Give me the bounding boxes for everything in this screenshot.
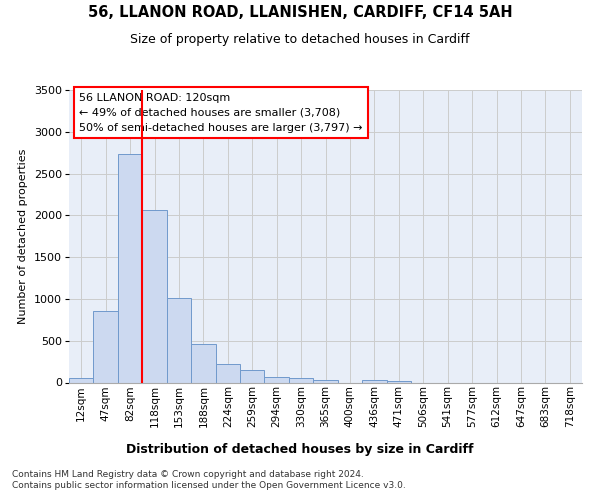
Bar — [362, 380, 386, 382]
Bar — [142, 210, 167, 382]
Text: Contains HM Land Registry data © Crown copyright and database right 2024.: Contains HM Land Registry data © Crown c… — [12, 470, 364, 479]
Y-axis label: Number of detached properties: Number of detached properties — [19, 148, 28, 324]
Text: Size of property relative to detached houses in Cardiff: Size of property relative to detached ho… — [130, 32, 470, 46]
Text: 56 LLANON ROAD: 120sqm
← 49% of detached houses are smaller (3,708)
50% of semi-: 56 LLANON ROAD: 120sqm ← 49% of detached… — [79, 93, 363, 132]
Bar — [167, 298, 191, 382]
Bar — [94, 312, 118, 382]
Bar — [69, 378, 94, 382]
Bar — [215, 364, 240, 382]
Bar — [118, 154, 142, 382]
Bar — [386, 381, 411, 382]
Bar — [313, 380, 338, 382]
Bar — [191, 344, 215, 383]
Bar — [289, 378, 313, 382]
Text: 56, LLANON ROAD, LLANISHEN, CARDIFF, CF14 5AH: 56, LLANON ROAD, LLANISHEN, CARDIFF, CF1… — [88, 5, 512, 20]
Bar — [240, 370, 265, 382]
Text: Distribution of detached houses by size in Cardiff: Distribution of detached houses by size … — [126, 442, 474, 456]
Text: Contains public sector information licensed under the Open Government Licence v3: Contains public sector information licen… — [12, 481, 406, 490]
Bar — [265, 377, 289, 382]
